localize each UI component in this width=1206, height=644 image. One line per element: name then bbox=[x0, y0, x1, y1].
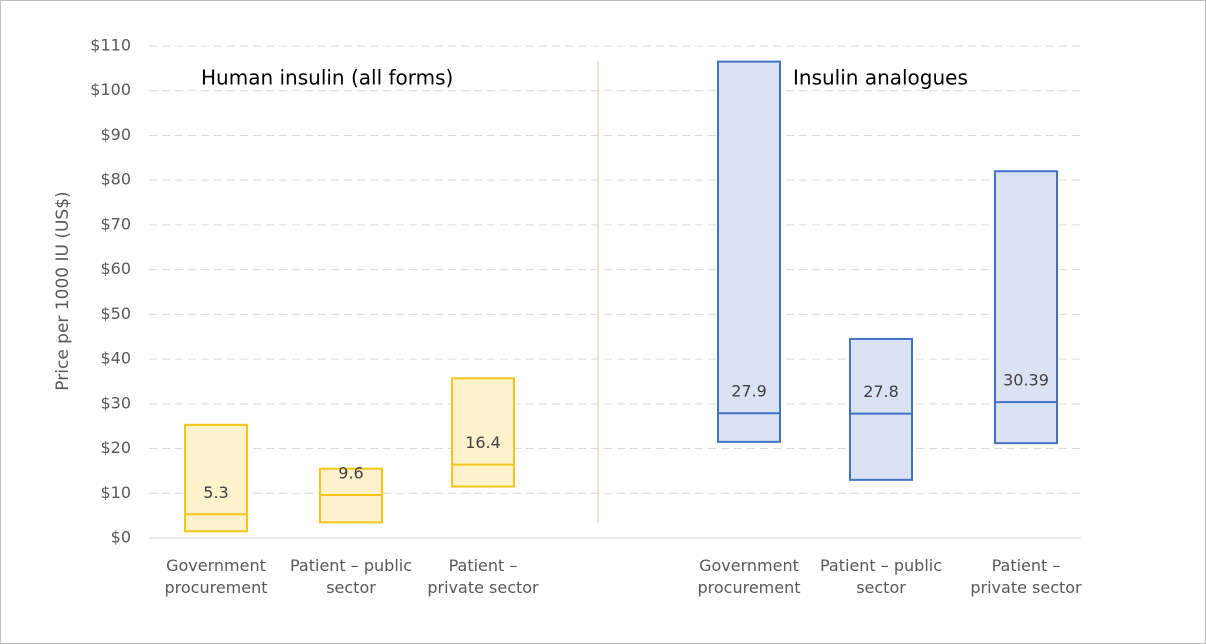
median-label: 5.3 bbox=[203, 483, 228, 502]
median-label: 27.9 bbox=[731, 382, 767, 401]
y-tick-label: $30 bbox=[100, 393, 131, 412]
y-tick-label: $100 bbox=[90, 80, 131, 99]
y-tick-label: $90 bbox=[100, 125, 131, 144]
y-tick-label: $70 bbox=[100, 214, 131, 233]
range-box bbox=[717, 60, 781, 443]
range-box bbox=[184, 423, 248, 533]
y-tick-label: $20 bbox=[100, 438, 131, 457]
y-tick-label: $10 bbox=[100, 483, 131, 502]
median-label: 9.6 bbox=[338, 464, 363, 483]
x-tick-label: Patient – public sector bbox=[289, 556, 413, 597]
group-title: Human insulin (all forms) bbox=[201, 66, 453, 90]
median-label: 30.39 bbox=[1003, 371, 1049, 390]
x-tick-label: Government procurement bbox=[164, 556, 268, 597]
range-box bbox=[451, 377, 515, 488]
y-tick-label: $80 bbox=[100, 170, 131, 189]
range-box bbox=[994, 170, 1058, 445]
y-axis-label: Price per 1000 IU (US$) bbox=[53, 191, 73, 390]
y-tick-label: $40 bbox=[100, 349, 131, 368]
median-label: 16.4 bbox=[465, 433, 501, 452]
x-tick-label: Patient – private sector bbox=[427, 556, 539, 597]
y-tick-label: $60 bbox=[100, 259, 131, 278]
x-tick-label: Patient – private sector bbox=[970, 556, 1082, 597]
group-title: Insulin analogues bbox=[793, 66, 968, 90]
range-box bbox=[849, 337, 913, 481]
x-tick-label: Patient – public sector bbox=[819, 556, 943, 597]
y-tick-label: $0 bbox=[111, 528, 131, 547]
y-tick-label: $50 bbox=[100, 304, 131, 323]
y-tick-label: $110 bbox=[90, 36, 131, 55]
x-tick-label: Government procurement bbox=[697, 556, 801, 597]
median-label: 27.8 bbox=[863, 382, 899, 401]
